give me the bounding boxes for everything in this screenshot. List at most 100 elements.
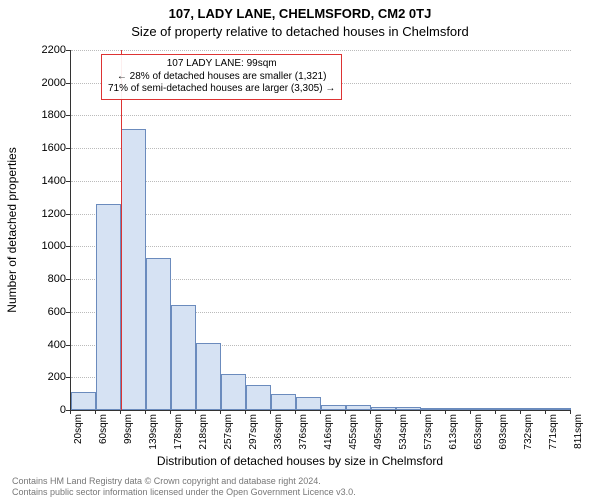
x-tick-label: 613sqm bbox=[448, 414, 459, 454]
x-tick-label: 416sqm bbox=[323, 414, 334, 454]
x-axis-label: Distribution of detached houses by size … bbox=[0, 454, 600, 468]
grid-line bbox=[71, 246, 571, 247]
x-tick-label: 20sqm bbox=[73, 414, 84, 454]
reference-line bbox=[121, 50, 122, 410]
y-tick-label: 600 bbox=[26, 306, 66, 318]
x-tick-label: 455sqm bbox=[348, 414, 359, 454]
x-tick-label: 336sqm bbox=[273, 414, 284, 454]
x-tick-mark bbox=[145, 410, 146, 414]
x-tick-mark bbox=[270, 410, 271, 414]
x-tick-mark bbox=[395, 410, 396, 414]
histogram-bar bbox=[246, 385, 271, 410]
x-tick-label: 139sqm bbox=[148, 414, 159, 454]
y-tick-label: 1800 bbox=[26, 109, 66, 121]
x-tick-label: 376sqm bbox=[298, 414, 309, 454]
histogram-bar bbox=[96, 204, 121, 410]
y-tick-label: 1200 bbox=[26, 208, 66, 220]
histogram-bar bbox=[396, 407, 421, 410]
histogram-bar bbox=[421, 408, 446, 410]
y-tick-mark bbox=[66, 181, 70, 182]
x-tick-mark bbox=[95, 410, 96, 414]
x-tick-label: 99sqm bbox=[123, 414, 134, 454]
x-tick-mark bbox=[220, 410, 221, 414]
y-tick-mark bbox=[66, 312, 70, 313]
x-tick-label: 573sqm bbox=[423, 414, 434, 454]
annotation-line: ← 28% of detached houses are smaller (1,… bbox=[108, 71, 335, 84]
grid-line bbox=[71, 214, 571, 215]
y-tick-label: 1000 bbox=[26, 240, 66, 252]
x-tick-mark bbox=[70, 410, 71, 414]
histogram-bar bbox=[321, 405, 346, 410]
annotation-line: 71% of semi-detached houses are larger (… bbox=[108, 83, 335, 96]
histogram-bar bbox=[71, 392, 96, 410]
histogram-bar bbox=[196, 343, 221, 410]
y-tick-label: 2000 bbox=[26, 77, 66, 89]
x-tick-mark bbox=[245, 410, 246, 414]
grid-line bbox=[71, 115, 571, 116]
grid-line bbox=[71, 148, 571, 149]
histogram-bar bbox=[296, 397, 321, 410]
footer-text: Contains HM Land Registry data © Crown c… bbox=[12, 476, 356, 498]
y-tick-mark bbox=[66, 345, 70, 346]
y-tick-label: 2200 bbox=[26, 44, 66, 56]
histogram-bar bbox=[171, 305, 196, 410]
y-tick-mark bbox=[66, 148, 70, 149]
x-tick-mark bbox=[570, 410, 571, 414]
histogram-bar bbox=[121, 129, 146, 410]
histogram-bar bbox=[446, 408, 471, 410]
y-tick-label: 800 bbox=[26, 273, 66, 285]
footer-line-2: Contains public sector information licen… bbox=[12, 487, 356, 498]
x-tick-label: 257sqm bbox=[223, 414, 234, 454]
y-tick-mark bbox=[66, 279, 70, 280]
y-tick-mark bbox=[66, 246, 70, 247]
x-tick-mark bbox=[445, 410, 446, 414]
grid-line bbox=[71, 181, 571, 182]
x-tick-mark bbox=[345, 410, 346, 414]
annotation-line: 107 LADY LANE: 99sqm bbox=[108, 58, 335, 71]
x-tick-label: 60sqm bbox=[98, 414, 109, 454]
histogram-bar bbox=[371, 407, 396, 410]
chart-title-sub: Size of property relative to detached ho… bbox=[0, 24, 600, 39]
plot-area: 107 LADY LANE: 99sqm← 28% of detached ho… bbox=[70, 50, 571, 411]
x-tick-mark bbox=[545, 410, 546, 414]
x-tick-label: 811sqm bbox=[573, 414, 584, 454]
x-tick-label: 534sqm bbox=[398, 414, 409, 454]
x-tick-mark bbox=[420, 410, 421, 414]
x-tick-label: 732sqm bbox=[523, 414, 534, 454]
x-tick-mark bbox=[470, 410, 471, 414]
x-tick-mark bbox=[120, 410, 121, 414]
histogram-bar bbox=[521, 408, 546, 410]
x-tick-label: 653sqm bbox=[473, 414, 484, 454]
x-tick-mark bbox=[195, 410, 196, 414]
x-tick-mark bbox=[520, 410, 521, 414]
x-tick-mark bbox=[370, 410, 371, 414]
y-tick-label: 0 bbox=[26, 404, 66, 416]
x-tick-label: 178sqm bbox=[173, 414, 184, 454]
histogram-bar bbox=[471, 408, 496, 410]
y-tick-mark bbox=[66, 214, 70, 215]
footer-line-1: Contains HM Land Registry data © Crown c… bbox=[12, 476, 356, 487]
x-tick-label: 297sqm bbox=[248, 414, 259, 454]
x-tick-label: 218sqm bbox=[198, 414, 209, 454]
y-tick-label: 400 bbox=[26, 339, 66, 351]
x-tick-mark bbox=[495, 410, 496, 414]
histogram-bar bbox=[546, 408, 571, 410]
y-tick-mark bbox=[66, 50, 70, 51]
y-tick-mark bbox=[66, 83, 70, 84]
y-tick-mark bbox=[66, 115, 70, 116]
histogram-bar bbox=[346, 405, 371, 410]
y-tick-label: 1400 bbox=[26, 175, 66, 187]
x-tick-mark bbox=[295, 410, 296, 414]
grid-line bbox=[71, 50, 571, 51]
histogram-bar bbox=[221, 374, 246, 410]
x-tick-label: 693sqm bbox=[498, 414, 509, 454]
y-tick-label: 200 bbox=[26, 371, 66, 383]
x-tick-label: 771sqm bbox=[548, 414, 559, 454]
x-tick-mark bbox=[320, 410, 321, 414]
x-tick-mark bbox=[170, 410, 171, 414]
histogram-bar bbox=[496, 408, 521, 410]
y-tick-label: 1600 bbox=[26, 142, 66, 154]
histogram-bar bbox=[271, 394, 296, 410]
histogram-bar bbox=[146, 258, 171, 410]
y-axis-label: Number of detached properties bbox=[5, 147, 19, 312]
